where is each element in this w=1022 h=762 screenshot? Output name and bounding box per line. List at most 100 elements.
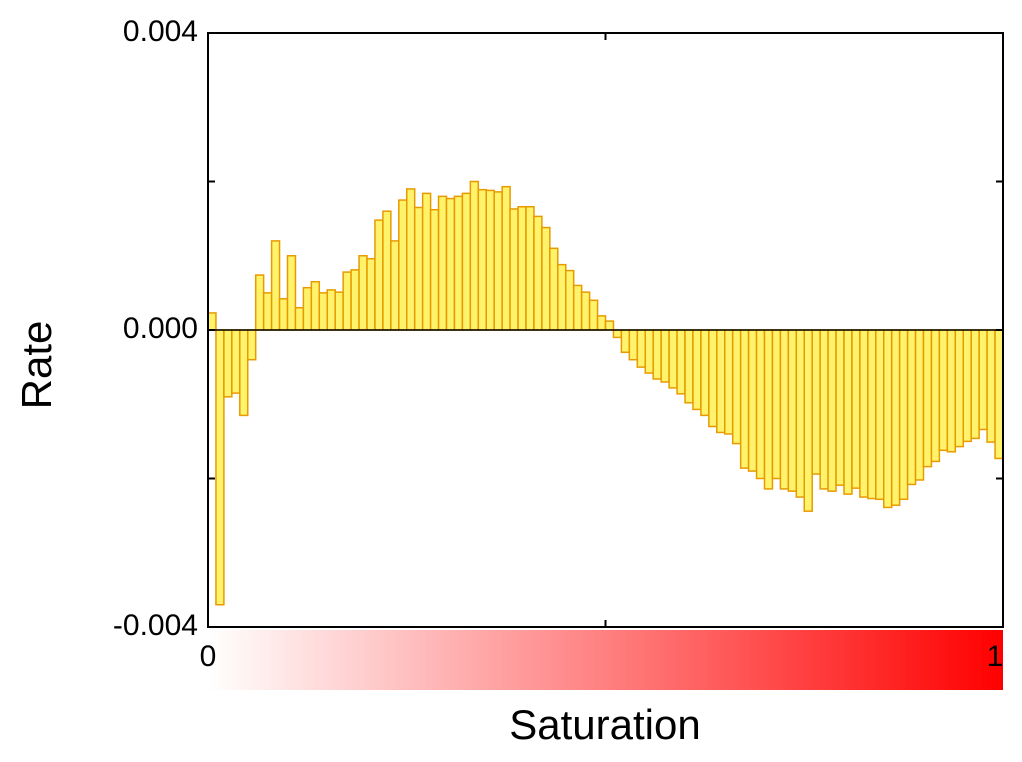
bar xyxy=(668,329,678,389)
bar xyxy=(270,240,281,331)
bar xyxy=(612,329,623,339)
bar xyxy=(421,192,432,331)
bar xyxy=(898,329,909,501)
bar xyxy=(835,329,845,486)
bar xyxy=(811,329,821,475)
bar xyxy=(859,329,869,498)
bar xyxy=(453,195,464,331)
bar xyxy=(739,329,750,469)
bar xyxy=(302,286,313,331)
y-tick-label: 0.004 xyxy=(123,15,198,48)
bar xyxy=(334,291,344,331)
bar xyxy=(461,192,472,331)
bar xyxy=(628,329,639,361)
bar xyxy=(493,191,503,331)
bar xyxy=(986,329,996,443)
bar xyxy=(827,329,837,492)
bar xyxy=(254,274,265,331)
bar xyxy=(557,263,567,331)
bar xyxy=(843,329,853,495)
bar xyxy=(525,205,535,331)
bar xyxy=(223,329,233,398)
bar xyxy=(938,329,949,452)
bar xyxy=(445,197,456,331)
bar xyxy=(795,329,805,498)
bar xyxy=(541,226,551,331)
x-tick-label: 0 xyxy=(200,640,217,673)
bar xyxy=(731,329,742,445)
bar xyxy=(906,329,917,486)
bar xyxy=(994,329,1004,460)
bar xyxy=(469,180,480,331)
bar xyxy=(207,312,217,331)
bar xyxy=(930,329,941,463)
bar xyxy=(533,215,543,331)
bar xyxy=(970,329,980,440)
x-tick-label: 1 xyxy=(987,640,1004,673)
bar xyxy=(429,208,440,331)
bar xyxy=(883,329,893,509)
bar xyxy=(700,329,710,417)
bar xyxy=(262,292,273,331)
bar xyxy=(954,329,964,448)
bar xyxy=(342,271,352,331)
bar xyxy=(501,185,511,331)
bar xyxy=(413,206,424,331)
bar xyxy=(549,247,559,331)
bar xyxy=(819,329,829,490)
bar xyxy=(914,329,925,481)
y-axis-label: Rate xyxy=(13,321,60,410)
bar xyxy=(604,320,615,331)
bar xyxy=(517,205,527,331)
bar xyxy=(350,269,360,331)
bar xyxy=(485,189,495,331)
bar xyxy=(636,329,646,368)
bar xyxy=(231,329,241,394)
bar xyxy=(875,329,885,501)
bar xyxy=(286,255,297,331)
x-axis-label: Saturation xyxy=(509,701,700,748)
color-scale xyxy=(208,630,1003,690)
bar xyxy=(771,329,782,480)
bar xyxy=(382,210,392,331)
bar xyxy=(239,329,249,417)
bar xyxy=(644,329,654,374)
bar xyxy=(922,329,933,468)
bar xyxy=(406,188,416,331)
bar xyxy=(374,219,384,331)
bar xyxy=(962,329,972,443)
bar xyxy=(326,289,336,331)
bar xyxy=(318,292,328,331)
bar xyxy=(779,329,790,490)
bar xyxy=(763,329,774,490)
bar xyxy=(580,291,591,331)
bar xyxy=(660,329,670,383)
bar xyxy=(596,315,607,331)
bar xyxy=(437,195,448,331)
bar xyxy=(398,199,408,331)
bar xyxy=(588,299,599,331)
bar xyxy=(803,329,813,512)
y-tick-label: 0.000 xyxy=(123,312,198,345)
bar xyxy=(867,329,877,500)
bar xyxy=(724,329,734,435)
bar xyxy=(787,329,798,492)
bar xyxy=(652,329,662,380)
bar xyxy=(509,208,519,331)
bar xyxy=(572,284,583,331)
bar xyxy=(716,329,726,434)
bar xyxy=(358,255,368,331)
bar xyxy=(565,269,575,331)
bar xyxy=(851,329,861,489)
bar xyxy=(755,329,766,480)
bar xyxy=(247,329,257,361)
bar xyxy=(747,329,758,472)
bar xyxy=(978,329,988,431)
bar xyxy=(684,329,694,404)
bar xyxy=(294,306,305,331)
bar xyxy=(692,329,702,411)
bar xyxy=(366,257,376,331)
bar xyxy=(620,329,631,354)
bar xyxy=(278,298,289,331)
